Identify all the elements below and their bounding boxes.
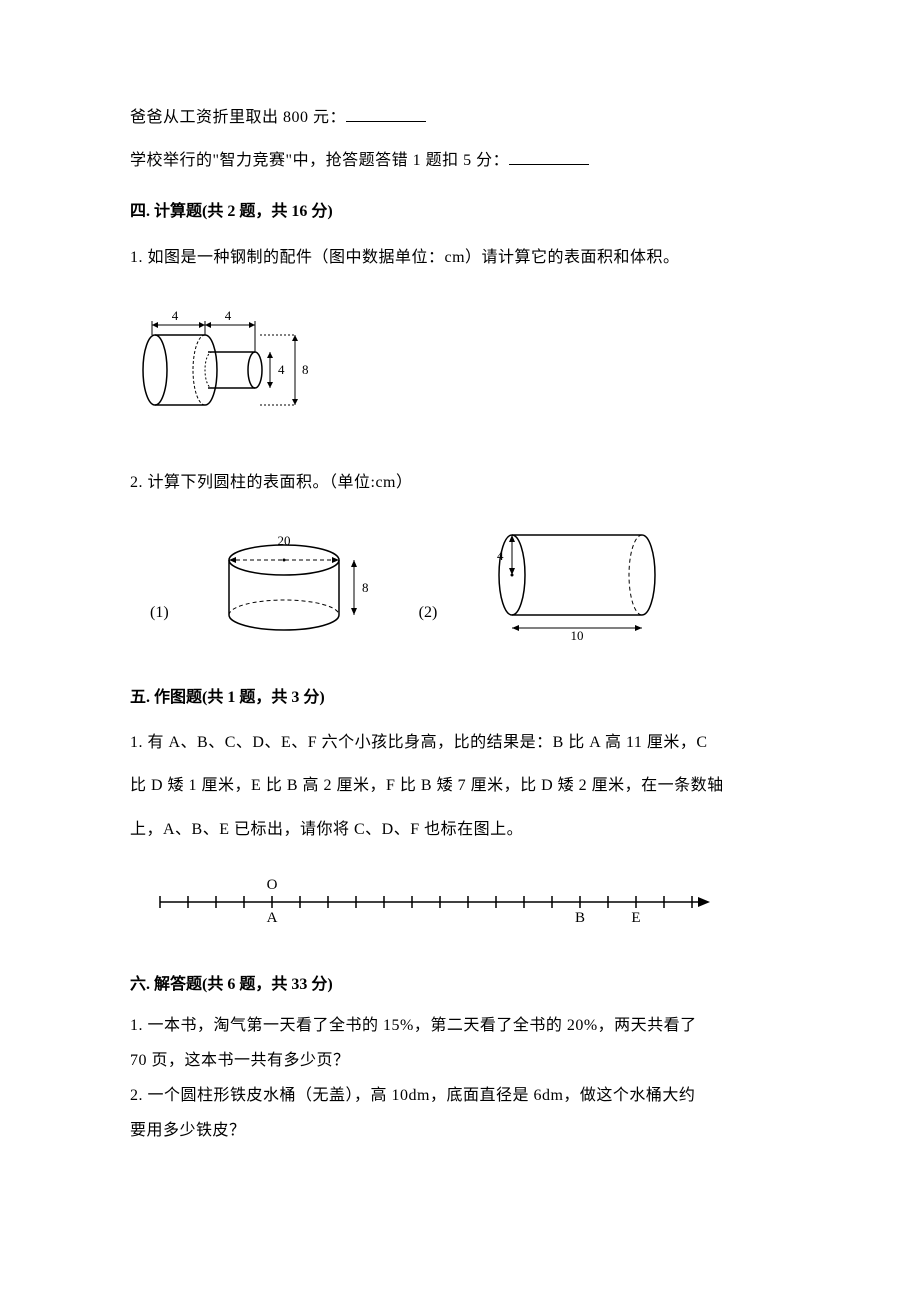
label-B: B: [575, 910, 585, 926]
numberline-figure: O A B E: [130, 867, 800, 937]
q3-line1-text: 爸爸从工资折里取出 800 元：: [130, 109, 346, 126]
s6-q1-l2: 70 页，这本书一共有多少页？: [130, 1047, 800, 1074]
cyl1-num: (1): [150, 595, 169, 630]
s5-q1-l2: 比 D 矮 1 厘米，E 比 B 高 2 厘米，F 比 B 矮 7 厘米，比 D…: [130, 768, 800, 803]
top-label-1: 4: [172, 308, 179, 323]
q3-line1: 爸爸从工资折里取出 800 元：: [130, 100, 800, 135]
cylinder1-svg: 20 8: [209, 520, 379, 640]
inner-label: 4: [278, 362, 285, 377]
cylinder2-svg: 4 10: [477, 520, 677, 640]
label-A: A: [267, 910, 278, 926]
cyl1-height: 8: [362, 580, 369, 595]
q3-blank2: [509, 149, 589, 165]
s4-q1-figure: 4 4 4 8: [130, 295, 800, 435]
s4-q1-text: 1. 如图是一种钢制的配件（图中数据单位：cm）请计算它的表面积和体积。: [130, 240, 800, 275]
composite-cylinder-svg: 4 4 4 8: [130, 295, 310, 435]
q3-line2-text: 学校举行的"智力竞赛"中，抢答题答错 1 题扣 5 分：: [130, 152, 509, 169]
section4-header: 四. 计算题(共 2 题，共 16 分): [130, 194, 800, 229]
q3-line2: 学校举行的"智力竞赛"中，抢答题答错 1 题扣 5 分：: [130, 143, 800, 178]
s4-q2-text: 2. 计算下列圆柱的表面积。（单位:cm）: [130, 465, 800, 500]
s6-q2-l2: 要用多少铁皮？: [130, 1117, 800, 1144]
s6-q1-l1: 1. 一本书，淘气第一天看了全书的 15%，第二天看了全书的 20%，两天共看了: [130, 1012, 800, 1039]
cyl2-num: (2): [419, 595, 438, 630]
label-E: E: [631, 910, 640, 926]
s5-q1-l3: 上，A、B、E 已标出，请你将 C、D、F 也标在图上。: [130, 812, 800, 847]
s5-q1-l1: 1. 有 A、B、C、D、E、F 六个小孩比身高，比的结果是：B 比 A 高 1…: [130, 725, 800, 760]
top-label-2: 4: [225, 308, 232, 323]
cyl2-length: 10: [571, 628, 584, 640]
section5-header: 五. 作图题(共 1 题，共 3 分): [130, 680, 800, 715]
s4-q2-figures: (1) 20 8 (2) 4 10: [150, 520, 800, 640]
cyl2-radius: 4: [497, 548, 504, 563]
origin-O: O: [267, 877, 278, 893]
numberline-svg: O A B E: [130, 867, 730, 937]
outer-label: 8: [302, 362, 309, 377]
q3-blank1: [346, 106, 426, 122]
cyl1-diameter: 20: [277, 533, 290, 548]
section6-header: 六. 解答题(共 6 题，共 33 分): [130, 967, 800, 1002]
s6-q2-l1: 2. 一个圆柱形铁皮水桶（无盖），高 10dm，底面直径是 6dm，做这个水桶大…: [130, 1082, 800, 1109]
